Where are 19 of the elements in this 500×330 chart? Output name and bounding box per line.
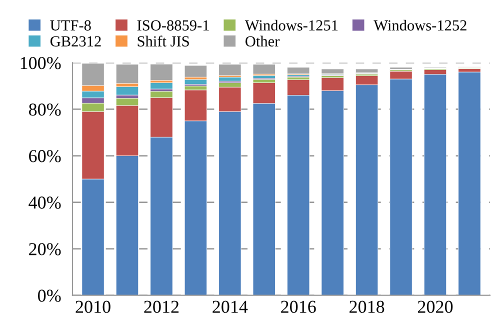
legend-label: Windows-1252 bbox=[374, 20, 466, 31]
x-tick-label: 2014 bbox=[212, 300, 248, 313]
y-tick-label: 0% bbox=[38, 290, 61, 302]
x-tick-label: 2018 bbox=[350, 300, 384, 313]
y-tick-label: 20% bbox=[29, 243, 61, 256]
legend-label: Windows-1251 bbox=[244, 20, 338, 31]
legend-label: Shift JIS bbox=[138, 36, 189, 47]
legend-label: Other bbox=[246, 36, 280, 47]
y-tick-label: 40% bbox=[28, 196, 61, 209]
x-tick-label: 2010 bbox=[76, 300, 110, 313]
x-tick-label: 2012 bbox=[144, 300, 179, 313]
legend-label: UTF-8 bbox=[50, 20, 91, 31]
x-tick-label: 2020 bbox=[418, 300, 453, 313]
legend-label: GB2312 bbox=[50, 36, 101, 47]
y-tick-label: 100% bbox=[20, 56, 61, 70]
y-tick-label: 80% bbox=[28, 103, 61, 116]
x-tick-label: 2016 bbox=[281, 300, 316, 313]
legend-label: ISO-8859-1 bbox=[137, 20, 209, 31]
y-tick-label: 60% bbox=[29, 150, 61, 162]
